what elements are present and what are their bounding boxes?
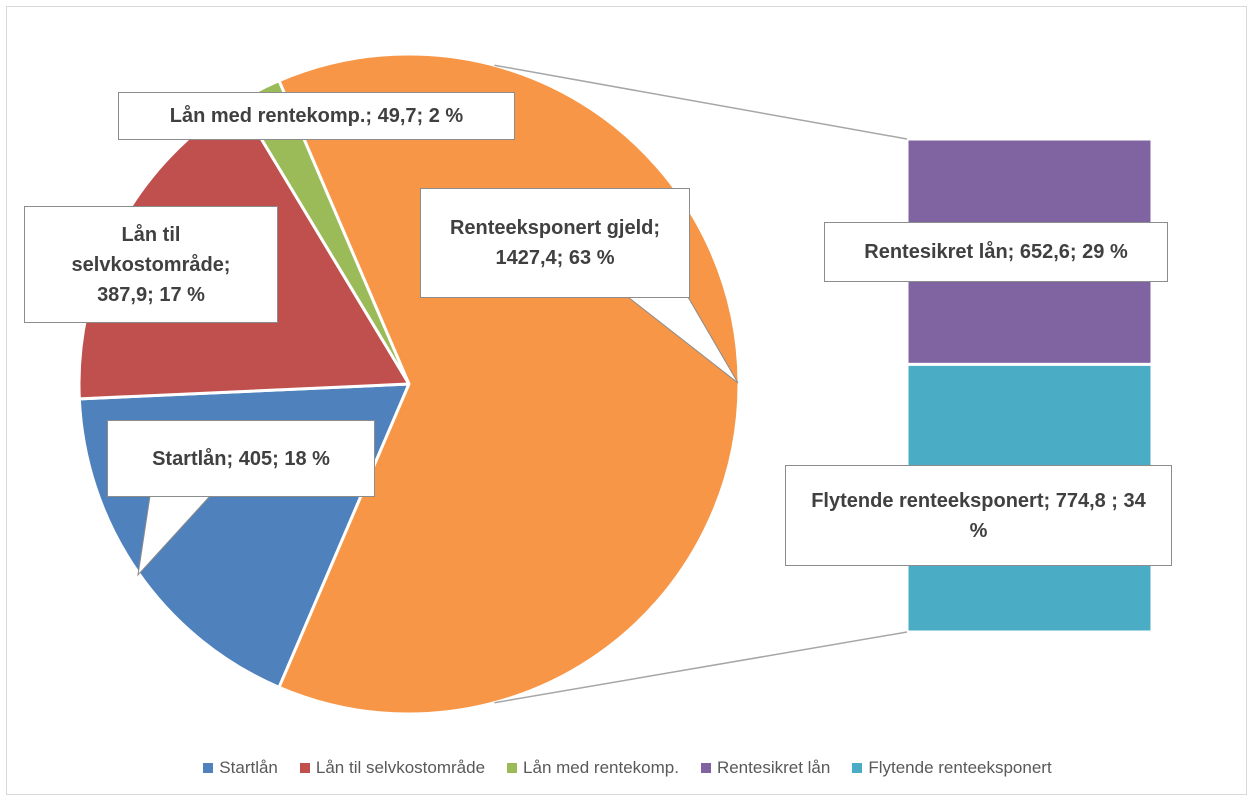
legend-swatch	[203, 763, 214, 773]
connector-line	[494, 631, 908, 704]
data-label: Rentesikret lån; 652,6; 29 %	[824, 222, 1168, 282]
legend-swatch	[507, 763, 518, 773]
legend-label: Flytende renteeksponert	[868, 758, 1052, 777]
legend-item: Lån til selvkostområde	[299, 758, 486, 778]
legend-item: Startlån	[203, 758, 278, 778]
legend-item: Lån med rentekomp.	[507, 758, 679, 778]
data-label: Startlån; 405; 18 %	[107, 420, 375, 497]
data-label: Flytende renteeksponert; 774,8 ; 34 %	[785, 465, 1172, 566]
legend-item: Rentesikret lån	[700, 758, 831, 778]
connector-line	[494, 64, 908, 140]
legend-label: Lån med rentekomp.	[523, 758, 679, 777]
data-label: Lån til selvkostområde; 387,9; 17 %	[24, 206, 278, 323]
legend-item: Flytende renteeksponert	[852, 758, 1052, 778]
legend-label: Rentesikret lån	[716, 758, 831, 777]
legend-label: Startlån	[219, 758, 278, 777]
legend-swatch	[700, 763, 711, 773]
legend-swatch	[299, 763, 310, 773]
legend-swatch	[852, 763, 863, 773]
data-label: Lån med rentekomp.; 49,7; 2 %	[118, 92, 515, 140]
chart-frame	[6, 6, 1247, 795]
legend-label: Lån til selvkostområde	[315, 758, 486, 777]
legend: Startlån Lån til selvkostområde Lån med re…	[0, 758, 1255, 778]
data-label: Renteeksponert gjeld; 1427,4; 63 %	[420, 188, 690, 298]
